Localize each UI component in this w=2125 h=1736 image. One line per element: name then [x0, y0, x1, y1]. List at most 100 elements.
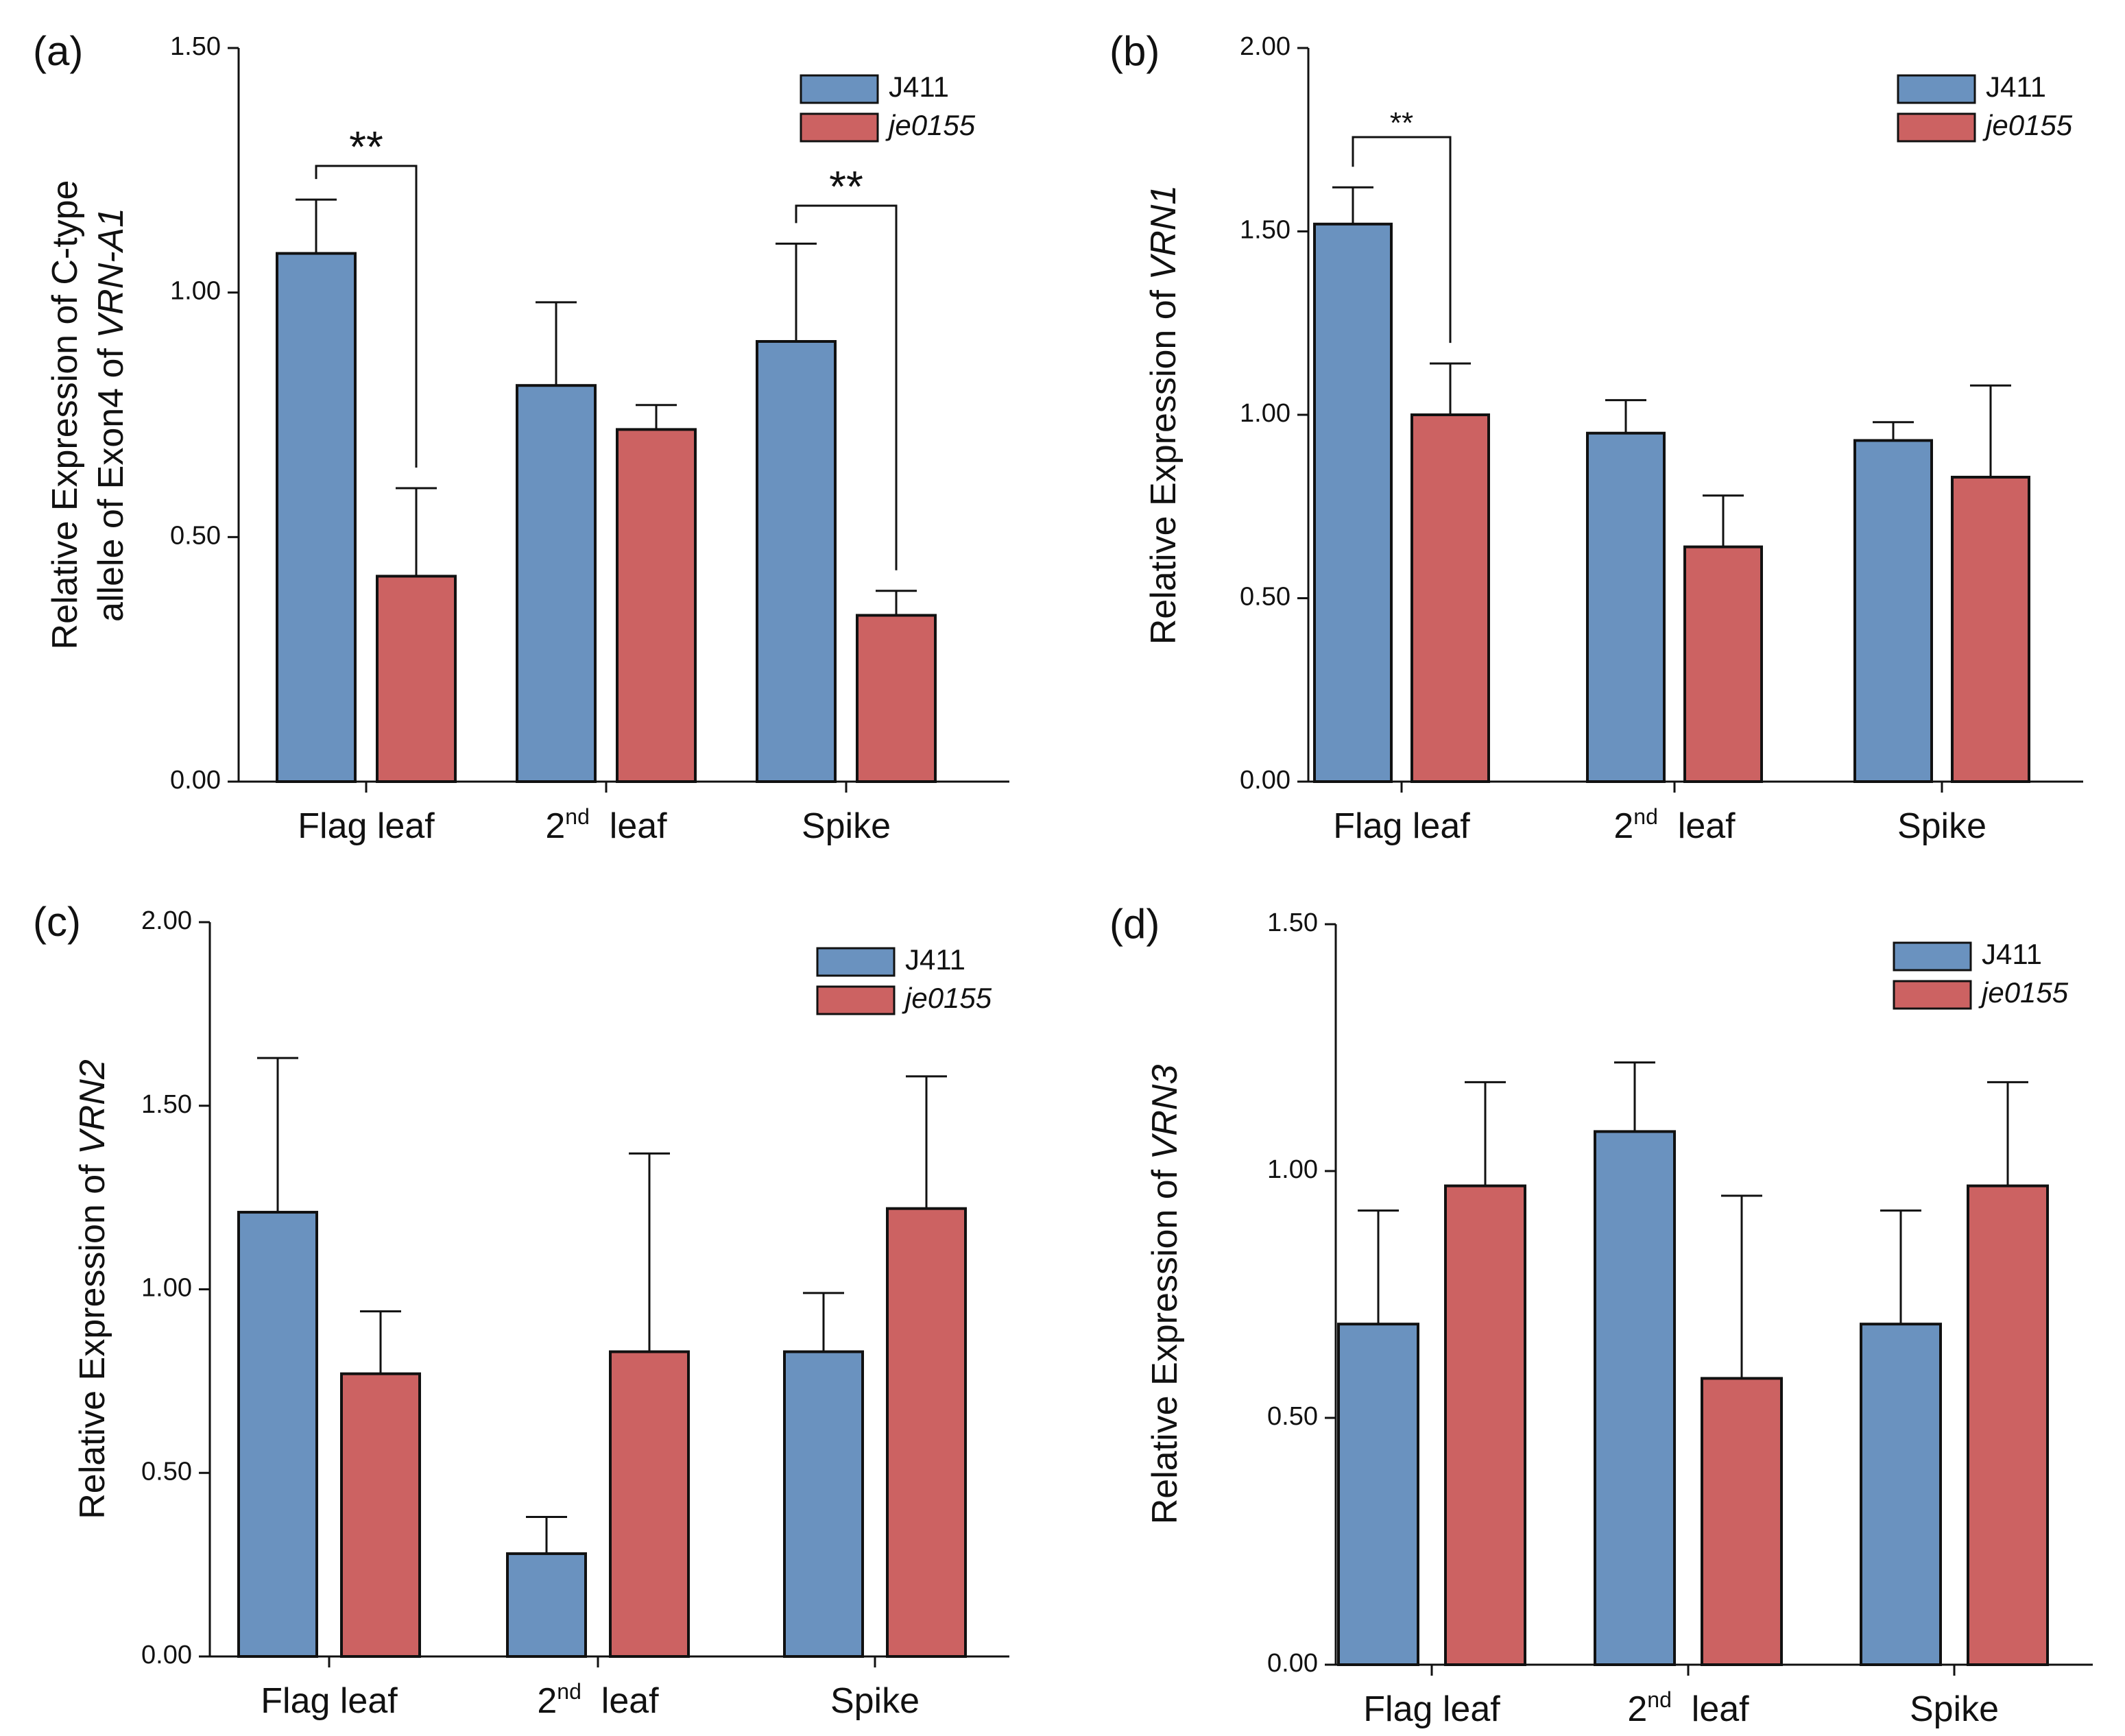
- bar-J411: [756, 340, 837, 783]
- y-axis-label: Relative Expression of VRN3: [1145, 1065, 1185, 1525]
- bar-J411: [1337, 1323, 1419, 1666]
- bar-J411: [1594, 1130, 1676, 1666]
- x-tick-label-num: 2: [1627, 1689, 1647, 1729]
- legend-swatch-J411: [800, 74, 879, 104]
- x-tick-label: Flag leaf: [261, 1681, 398, 1721]
- legend-swatch-je0155: [800, 112, 879, 143]
- panel-b: (b) Relative Expression of VRN1 0.00 0.50 1.…: [1109, 28, 2083, 846]
- panel-letter: (d): [1109, 901, 1160, 947]
- legend-label: je0155: [885, 109, 976, 141]
- y-tick-label: 1.00: [1267, 1155, 1318, 1184]
- y-axis-label-run: Relative Expression of: [1144, 280, 1184, 644]
- bar-J411: [1860, 1323, 1942, 1666]
- x-tick-label-num: 2: [545, 806, 565, 846]
- legend-label: je0155: [1978, 976, 2069, 1009]
- y-axis-label: Relative Expression of VRN1: [1144, 185, 1184, 645]
- bar-J411: [516, 384, 597, 783]
- y-tick-label: 0.50: [170, 521, 221, 550]
- x-tick-label-num: 2: [1613, 806, 1633, 846]
- panel-c: (c) Relative Expression of VRN2 0.00 0.50 1.…: [33, 899, 1009, 1721]
- x-tick-label: 2nd leaf: [1627, 1687, 1749, 1729]
- bar-je0155: [1951, 475, 2030, 783]
- panel-letter: (b): [1109, 28, 1160, 74]
- y-axis-label-run: VRN-A1: [91, 208, 131, 339]
- legend-swatch-je0155: [816, 985, 896, 1015]
- y-tick-label: 0.00: [141, 1641, 192, 1669]
- x-tick-label: 2nd leaf: [545, 804, 667, 846]
- legend-swatch-J411: [1893, 941, 1972, 972]
- bar-je0155: [376, 575, 457, 784]
- y-axis-label-run: Relative Expression of C-type: [45, 180, 85, 650]
- x-tick-label-sup: nd: [1647, 1687, 1672, 1712]
- significance-bracket: [1352, 136, 1452, 343]
- x-tick-label-rest: leaf: [581, 1681, 659, 1721]
- x-tick-label: 2nd leaf: [1613, 804, 1736, 846]
- y-axis-label-run: VRN2: [73, 1059, 112, 1155]
- bar-je0155: [616, 428, 697, 783]
- y-tick-label: 0.50: [1267, 1402, 1318, 1431]
- x-tick-label: Flag leaf: [1363, 1689, 1500, 1729]
- bar-J411: [783, 1350, 864, 1659]
- legend-label: je0155: [1982, 109, 2073, 141]
- x-tick-label-sup: nd: [1633, 804, 1658, 829]
- legend-label: J411: [1982, 938, 2042, 970]
- y-axis-label: Relative Expression of VRN2: [73, 1059, 112, 1519]
- bar-je0155: [1967, 1184, 2049, 1666]
- x-tick-label-sup: nd: [557, 1679, 581, 1704]
- panel-letter: (a): [33, 28, 83, 74]
- significance-label: **: [1390, 106, 1413, 140]
- y-axis-label-run: Relative Expression of: [1145, 1159, 1185, 1524]
- significance-bracket: [795, 204, 898, 570]
- legend-label: J411: [889, 71, 949, 103]
- x-tick-label: Spike: [1897, 806, 1986, 846]
- y-tick-label: 0.00: [1267, 1649, 1318, 1678]
- significance-label: **: [829, 162, 863, 211]
- bar-je0155: [609, 1350, 690, 1659]
- x-tick-label: Flag leaf: [298, 806, 435, 846]
- y-tick-label: 1.00: [141, 1274, 192, 1303]
- legend-swatch-J411: [816, 947, 896, 977]
- bar-je0155: [340, 1372, 421, 1659]
- bar-je0155: [1683, 545, 1763, 783]
- x-tick-label-sup: nd: [565, 804, 590, 829]
- y-axis-label: Relative Expression of C-type: [45, 180, 85, 650]
- panel-a: (a) Relative Expression of C-type allele o…: [33, 28, 1009, 846]
- bar-je0155: [1444, 1184, 1526, 1666]
- legend-label: J411: [905, 943, 965, 976]
- y-axis-label-run: VRN1: [1144, 185, 1184, 280]
- x-tick-label: Flag leaf: [1333, 806, 1470, 846]
- bar-J411: [506, 1552, 587, 1659]
- bar-je0155: [856, 614, 937, 784]
- x-tick-label: Spike: [830, 1681, 920, 1721]
- y-axis-label-run: allele of Exon4 of: [91, 339, 131, 622]
- bar-J411: [1313, 222, 1393, 783]
- panel-letter: (c): [33, 899, 81, 945]
- y-tick-label: 1.50: [1240, 216, 1290, 245]
- x-tick-label-rest: leaf: [1658, 806, 1736, 846]
- x-tick-label-num: 2: [537, 1681, 557, 1721]
- significance-bracket: [315, 165, 418, 468]
- y-tick-label: 1.00: [170, 277, 221, 306]
- x-tick-label-rest: leaf: [1672, 1689, 1749, 1729]
- legend-swatch-je0155: [1897, 112, 1976, 143]
- legend-swatch-je0155: [1893, 980, 1972, 1010]
- x-tick-label-rest: leaf: [590, 806, 667, 846]
- y-tick-label: 1.50: [1267, 908, 1318, 937]
- y-tick-label: 0.50: [1240, 583, 1290, 612]
- y-tick-label: 1.50: [141, 1090, 192, 1119]
- y-tick-label: 1.50: [170, 32, 221, 61]
- bar-je0155: [1701, 1377, 1783, 1667]
- x-tick-label: Spike: [1910, 1689, 1999, 1729]
- y-tick-label: 0.00: [1240, 766, 1290, 795]
- bar-je0155: [886, 1207, 967, 1658]
- bar-J411: [1853, 439, 1933, 783]
- significance-label: **: [349, 122, 383, 171]
- panel-d: (d) Relative Expression of VRN3 0.00 0.50 1.…: [1109, 901, 2093, 1729]
- legend-label: je0155: [902, 982, 992, 1014]
- y-axis-label-run: VRN3: [1145, 1065, 1185, 1160]
- y-axis-label-run: Relative Expression of: [73, 1155, 112, 1519]
- legend-label: J411: [1986, 71, 2046, 103]
- x-tick-label: 2nd leaf: [537, 1679, 659, 1721]
